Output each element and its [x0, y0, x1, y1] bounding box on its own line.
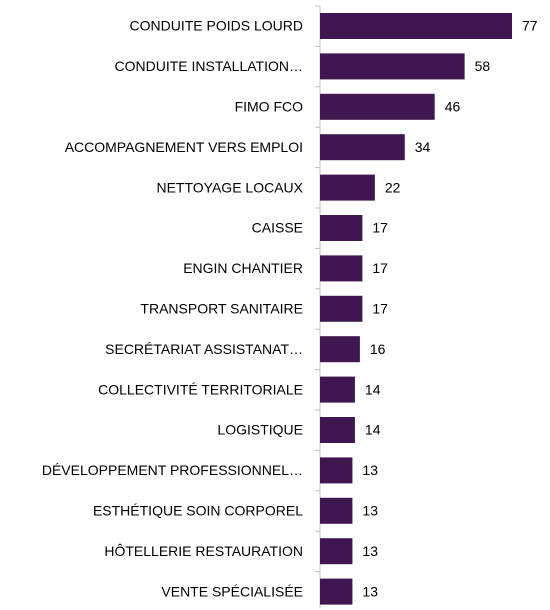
bar: [320, 174, 375, 201]
category-label: DÉVELOPPEMENT PROFESSIONNEL…: [42, 462, 303, 478]
category-label: COLLECTIVITÉ TERRITORIALE: [98, 381, 303, 397]
value-label: 13: [362, 503, 378, 519]
value-label: 58: [475, 58, 491, 74]
value-label: 16: [370, 341, 386, 357]
bar: [320, 53, 465, 80]
bar: [320, 295, 363, 322]
category-label: CAISSE: [252, 220, 303, 236]
category-label: ESTHÉTIQUE SOIN CORPOREL: [93, 503, 303, 519]
value-label: 34: [415, 139, 431, 155]
category-label: ENGIN CHANTIER: [183, 260, 303, 276]
category-label: SECRÉTARIAT ASSISTANAT…: [105, 341, 303, 357]
value-label: 13: [362, 462, 378, 478]
category-label: CONDUITE POIDS LOURD: [130, 18, 303, 34]
bar: [320, 538, 353, 565]
bar: [320, 13, 512, 39]
category-label: VENTE SPÉCIALISÉE: [161, 583, 303, 599]
category-label: TRANSPORT SANITAIRE: [140, 301, 303, 317]
value-label: 17: [372, 220, 388, 236]
value-label: 22: [385, 179, 401, 195]
bar: [320, 93, 435, 120]
category-label: LOGISTIQUE: [217, 422, 303, 438]
bar: [320, 578, 353, 605]
category-label: HÔTELLERIE RESTAURATION: [104, 543, 303, 559]
value-label: 13: [362, 583, 378, 599]
bar: [320, 134, 405, 161]
bar: [320, 497, 353, 524]
category-label: NETTOYAGE LOCAUX: [156, 179, 303, 195]
value-label: 13: [362, 543, 378, 559]
category-label: CONDUITE INSTALLATION…: [114, 58, 303, 74]
bar: [320, 255, 363, 282]
category-label: ACCOMPAGNEMENT VERS EMPLOI: [65, 139, 303, 155]
value-label: 14: [365, 422, 381, 438]
bar: [320, 336, 360, 363]
value-label: 17: [372, 301, 388, 317]
bar: [320, 215, 363, 241]
category-label: FIMO FCO: [235, 99, 304, 115]
bar: [320, 376, 355, 403]
bar: [320, 417, 355, 443]
value-label: 46: [445, 99, 461, 115]
value-label: 17: [372, 260, 388, 276]
bar: [320, 457, 353, 484]
value-label: 77: [522, 18, 538, 34]
value-label: 14: [365, 381, 381, 397]
